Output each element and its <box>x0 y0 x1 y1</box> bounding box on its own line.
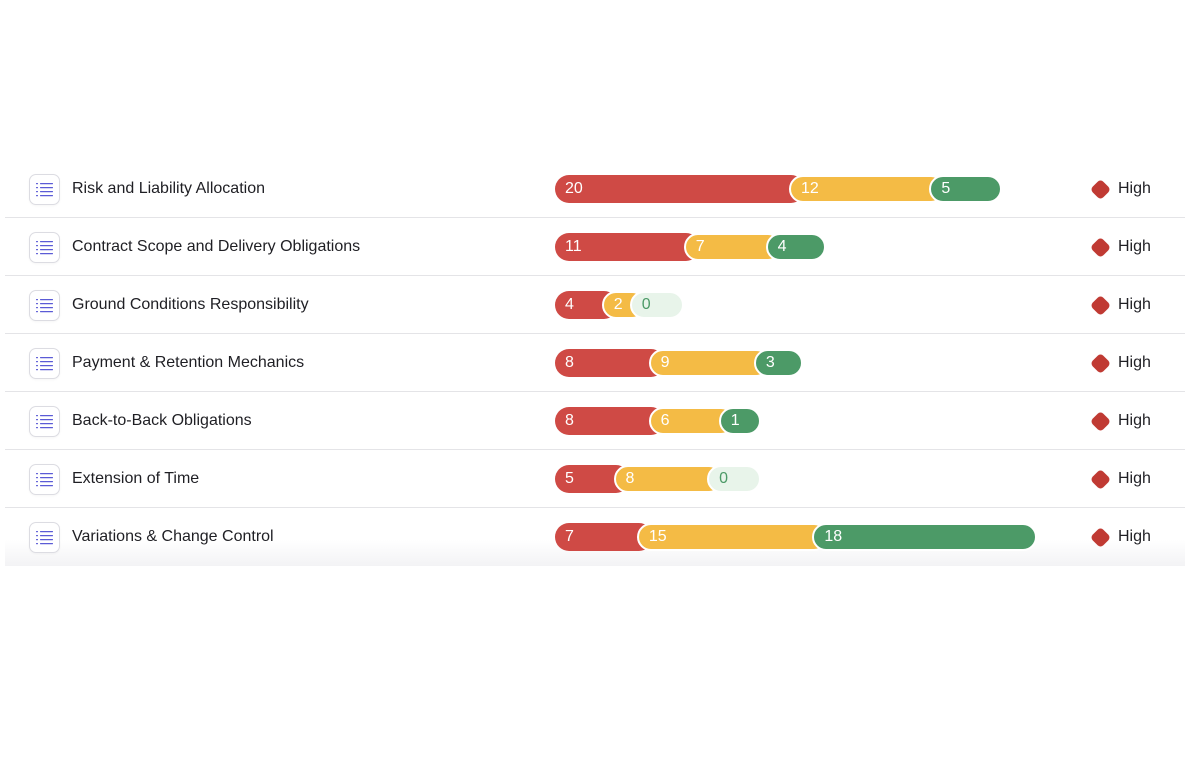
table-row[interactable]: Risk and Liability Allocation 20 12 5 High <box>5 160 1185 218</box>
diamond-icon <box>1089 352 1112 374</box>
medium-risk-count-segment: 7 <box>683 233 782 261</box>
severity-badge: High <box>1089 160 1151 218</box>
row-menu-button[interactable] <box>29 174 60 205</box>
severity-badge: High <box>1089 450 1151 508</box>
row-menu-button[interactable] <box>29 232 60 263</box>
row-menu-button[interactable] <box>29 348 60 379</box>
medium-risk-count-segment: 8 <box>613 465 724 493</box>
high-risk-count-segment: 8 <box>555 349 665 377</box>
table-row[interactable]: Variations & Change Control 7 15 18 High <box>5 508 1185 566</box>
severity-badge: High <box>1089 392 1151 450</box>
list-icon <box>36 472 53 487</box>
diamond-icon <box>1089 236 1112 258</box>
row-menu-button[interactable] <box>29 290 60 321</box>
row-title: Extension of Time <box>72 470 200 487</box>
severity-badge: High <box>1089 508 1151 566</box>
diamond-icon <box>1089 294 1112 316</box>
severity-label: High <box>1118 528 1151 545</box>
medium-risk-count-segment: 9 <box>648 349 770 377</box>
list-icon <box>36 530 53 545</box>
medium-risk-count-segment: 15 <box>636 523 829 551</box>
low-risk-count-segment: 0 <box>707 465 762 493</box>
severity-badge: High <box>1089 276 1151 334</box>
row-menu-button[interactable] <box>29 522 60 553</box>
high-risk-count-segment: 11 <box>555 233 700 261</box>
table-row[interactable]: Extension of Time 5 8 0 High <box>5 450 1185 508</box>
list-icon <box>36 240 53 255</box>
high-risk-count-segment: 20 <box>555 175 805 203</box>
low-risk-count-segment: 1 <box>718 407 761 435</box>
severity-label: High <box>1118 238 1151 255</box>
low-risk-count-segment: 0 <box>629 291 684 319</box>
severity-badge: High <box>1089 334 1151 392</box>
table-row[interactable]: Contract Scope and Delivery Obligations 1… <box>5 218 1185 276</box>
low-risk-count-segment: 5 <box>929 175 1002 203</box>
diamond-icon <box>1089 178 1112 200</box>
list-icon <box>36 298 53 313</box>
severity-label: High <box>1118 180 1151 197</box>
risk-count-bar: 20 12 5 <box>555 175 1015 203</box>
row-title: Risk and Liability Allocation <box>72 180 265 197</box>
clause-risk-table: Risk and Liability Allocation 20 12 5 High C… <box>5 160 1185 566</box>
high-risk-count-segment: 8 <box>555 407 665 435</box>
diamond-icon <box>1089 526 1112 548</box>
diamond-icon <box>1089 410 1112 432</box>
medium-risk-count-segment: 12 <box>789 175 946 203</box>
table-row[interactable]: Payment & Retention Mechanics 8 9 3 High <box>5 334 1185 392</box>
row-title: Contract Scope and Delivery Obligations <box>72 238 361 255</box>
severity-label: High <box>1118 412 1151 429</box>
row-title: Payment & Retention Mechanics <box>72 354 305 371</box>
low-risk-count-segment: 3 <box>753 349 803 377</box>
row-title: Variations & Change Control <box>72 528 274 545</box>
severity-label: High <box>1118 354 1151 371</box>
row-title: Ground Conditions Responsibility <box>72 296 309 313</box>
severity-label: High <box>1118 296 1151 313</box>
low-risk-count-segment: 18 <box>812 523 1037 551</box>
high-risk-count-segment: 7 <box>555 523 653 551</box>
risk-count-bar: 11 7 4 <box>555 233 1015 261</box>
list-icon <box>36 414 53 429</box>
list-icon <box>36 356 53 371</box>
row-menu-button[interactable] <box>29 406 60 437</box>
severity-label: High <box>1118 470 1151 487</box>
row-menu-button[interactable] <box>29 464 60 495</box>
list-icon <box>36 182 53 197</box>
diamond-icon <box>1089 468 1112 490</box>
low-risk-count-segment: 4 <box>765 233 827 261</box>
table-row[interactable]: Back-to-Back Obligations 8 6 1 High <box>5 392 1185 450</box>
table-row[interactable]: Ground Conditions Responsibility 4 2 0 High <box>5 276 1185 334</box>
risk-count-bar: 7 15 18 <box>555 523 1037 551</box>
severity-badge: High <box>1089 218 1151 276</box>
row-title: Back-to-Back Obligations <box>72 412 252 429</box>
